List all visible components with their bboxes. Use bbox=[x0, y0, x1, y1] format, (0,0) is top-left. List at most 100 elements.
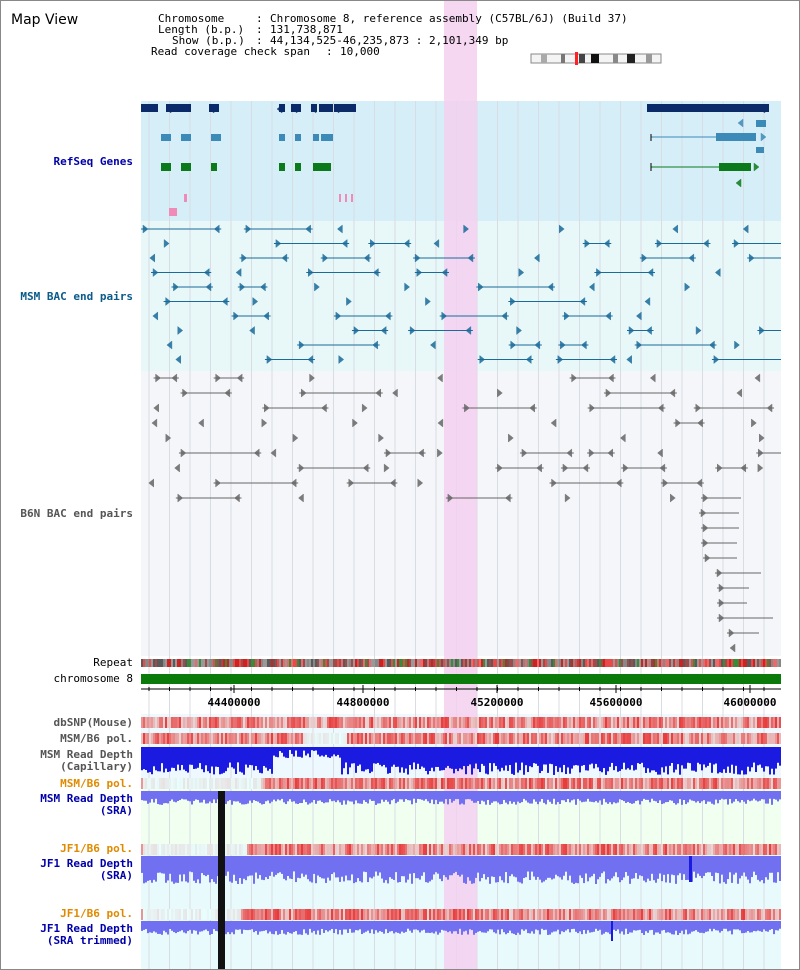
jf1-b6-pol-heat-cell bbox=[755, 844, 757, 855]
jf1-b6-pol-heat-cell bbox=[727, 909, 729, 920]
msm-b6-pol-heat-cell bbox=[447, 733, 449, 744]
repeat-element bbox=[543, 659, 545, 667]
jf1-depth-sra-bar bbox=[291, 856, 293, 879]
jf1-depth-trimmed-bar bbox=[733, 921, 735, 930]
msm-depth-sra-bar bbox=[231, 791, 233, 805]
msm-b6-pol-heat-cell bbox=[659, 733, 661, 744]
msm-b6-pol-heat-cell bbox=[221, 733, 223, 744]
msm-depth-capillary-bar bbox=[429, 747, 431, 772]
repeat-element bbox=[359, 659, 361, 667]
jf1-depth-trimmed-bar bbox=[191, 921, 193, 934]
jf1-depth-sra-bar bbox=[561, 856, 563, 880]
repeat-element bbox=[631, 659, 633, 667]
repeat-element bbox=[387, 659, 389, 667]
jf1-depth-trimmed-bar bbox=[493, 921, 495, 933]
jf1-depth-trimmed-bar bbox=[495, 921, 497, 934]
dbsnp-heat-cell bbox=[159, 717, 161, 728]
jf1-depth-trimmed-bar bbox=[257, 921, 259, 935]
track-label-msm-b6-pol[interactable]: MSM/B6 pol. bbox=[60, 732, 133, 745]
msm-b6-pol-heat-cell bbox=[213, 778, 215, 789]
msm-b6-pol-heat-cell bbox=[463, 778, 465, 789]
repeat-element bbox=[281, 659, 283, 667]
msm-bac-pair-end bbox=[465, 325, 472, 336]
msm-bac-pair-end bbox=[403, 238, 410, 249]
jf1-b6-pol-heat-cell bbox=[547, 909, 549, 920]
track-label-msm-depth-sra[interactable]: MSM Read Depth bbox=[40, 792, 133, 805]
jf1-b6-pol-heat-cell bbox=[491, 909, 493, 920]
track-label-msm-bac[interactable]: MSM BAC end pairs bbox=[20, 290, 133, 303]
jf1-depth-sra-bar bbox=[321, 856, 323, 879]
jf1-depth-trimmed-bar bbox=[481, 921, 483, 933]
msm-depth-capillary-bar bbox=[753, 747, 755, 763]
track-label-jf1-pol[interactable]: JF1/B6 pol. bbox=[60, 842, 133, 855]
msm-bac-pair-end bbox=[245, 224, 252, 234]
msm-b6-pol-heat-cell bbox=[587, 733, 589, 744]
track-label-refseq[interactable]: RefSeq Genes bbox=[53, 155, 133, 168]
repeat-element bbox=[257, 659, 259, 667]
msm-b6-pol-heat-cell bbox=[301, 778, 303, 789]
jf1-depth-trimmed-bar bbox=[653, 921, 655, 935]
jf1-depth-sra-bar bbox=[401, 856, 403, 877]
repeat-element bbox=[493, 659, 495, 667]
jf1-b6-pol-heat-cell bbox=[281, 909, 283, 920]
jf1-b6-pol-heat-cell bbox=[283, 844, 285, 855]
msm-b6-pol-heat-cell bbox=[551, 733, 553, 744]
msm-depth-sra-bar bbox=[375, 791, 377, 805]
dbsnp-heat-cell bbox=[171, 717, 173, 728]
jf1-b6-pol-heat-cell bbox=[329, 909, 331, 920]
msm-depth-capillary-bar bbox=[419, 747, 421, 770]
msm-bac-pair-end bbox=[314, 282, 320, 292]
jf1-b6-pol-heat-cell bbox=[721, 844, 723, 855]
jf1-depth-sra-bar bbox=[371, 856, 373, 879]
track-label-dbsnp[interactable]: dbSNP(Mouse) bbox=[53, 716, 133, 729]
msm-depth-sra-bar bbox=[735, 791, 737, 800]
msm-b6-pol-heat-cell bbox=[263, 778, 265, 789]
jf1-depth-sra-bar bbox=[341, 856, 343, 877]
jf1-b6-pol-heat-cell bbox=[465, 844, 467, 855]
repeat-element bbox=[603, 659, 605, 667]
msm-b6-pol-heat-cell bbox=[417, 778, 419, 789]
repeat-element bbox=[643, 659, 645, 667]
jf1-depth-trimmed-bar bbox=[307, 921, 309, 935]
jf1-depth-trimmed-bar bbox=[301, 921, 303, 935]
b6n-bac-pair-end bbox=[385, 448, 392, 458]
repeat-element bbox=[191, 659, 193, 667]
msm-depth-capillary-bar bbox=[539, 747, 541, 774]
track-label-jf1-depth-sra[interactable]: JF1 Read Depth bbox=[40, 857, 133, 870]
track-label-b6n-bac[interactable]: B6N BAC end pairs bbox=[20, 507, 133, 520]
jf1-depth-trimmed-bar bbox=[629, 921, 631, 933]
msm-bac-pair-end bbox=[635, 311, 642, 321]
track-label-jf1-depth-trimmed[interactable]: JF1 Read Depth bbox=[40, 922, 133, 935]
jf1-b6-pol-heat-cell bbox=[331, 844, 333, 855]
jf1-depth-sra-bar bbox=[601, 856, 603, 874]
jf1-depth-sra-bar bbox=[705, 856, 707, 873]
dbsnp-heat-cell bbox=[707, 717, 709, 728]
msm-depth-capillary-bar bbox=[339, 747, 341, 758]
track-label-repeat[interactable]: Repeat bbox=[93, 656, 133, 669]
repeat-element bbox=[141, 659, 143, 667]
b6n-bac-pair-end bbox=[171, 373, 178, 383]
jf1-b6-pol-heat-cell bbox=[143, 844, 145, 855]
track-label-msm-depth-capillary[interactable]: MSM Read Depth bbox=[40, 748, 133, 761]
jf1-depth-trimmed-bar bbox=[205, 921, 207, 930]
jf1-depth-trimmed-bar bbox=[507, 921, 509, 933]
msm-b6-pol-heat-cell bbox=[345, 733, 347, 744]
refseq-marker bbox=[184, 194, 187, 202]
jf1-b6-pol-heat-cell bbox=[693, 844, 695, 855]
repeat-element bbox=[407, 659, 409, 667]
jf1-depth-trimmed-bar bbox=[655, 921, 657, 933]
jf1-b6-pol-heat-cell bbox=[627, 844, 629, 855]
msm-depth-capillary-bar bbox=[769, 747, 771, 775]
track-label-jf1-pol-2[interactable]: JF1/B6 pol. bbox=[60, 907, 133, 920]
msm-b6-pol-heat-cell bbox=[281, 778, 283, 789]
jf1-depth-trimmed-bar bbox=[185, 921, 187, 934]
jf1-b6-pol-heat-cell bbox=[567, 909, 569, 920]
jf1-depth-trimmed-bar bbox=[751, 921, 753, 933]
jf1-depth-sra-bar bbox=[721, 856, 723, 875]
msm-b6-pol-heat-cell bbox=[445, 733, 447, 744]
track-label-msm-b6-pol-2[interactable]: MSM/B6 pol. bbox=[60, 777, 133, 790]
msm-b6-pol-heat-cell bbox=[675, 778, 677, 789]
msm-bac-pair-end bbox=[341, 238, 348, 249]
msm-b6-pol-heat-cell bbox=[143, 733, 145, 744]
